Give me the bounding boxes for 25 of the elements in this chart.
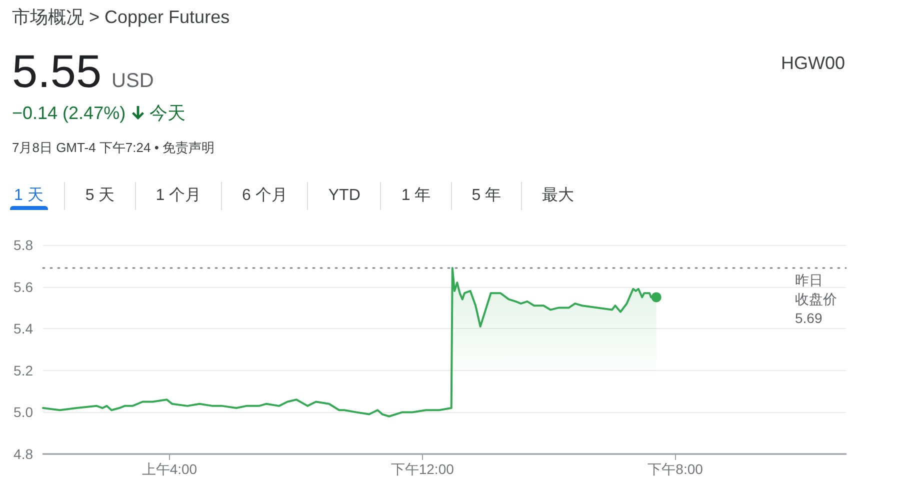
text: 5 年 [450, 182, 522, 210]
y-tick-label: 5.2 [14, 362, 34, 378]
x-tick-label: 下午8:00 [648, 461, 704, 477]
ref-line-label: 昨日收盘价 5.69 [795, 270, 838, 328]
text: −0.14 (2.47%) [12, 103, 126, 123]
text: 最大 [521, 182, 594, 210]
y-tick-label: 5.8 [14, 237, 34, 253]
text: 今天 [150, 103, 186, 123]
text: 5.55 [12, 45, 102, 97]
y-tick-label: 4.8 [14, 446, 34, 462]
y-tick-label: 5.0 [14, 404, 34, 420]
chart-title: 市场概况 > Copper Futures [12, 7, 230, 27]
text: 7月8日 GMT-4 下午7:24 • 免责声明 [12, 140, 214, 155]
text: USD [112, 70, 154, 93]
text: 5 天 [64, 182, 135, 210]
y-tick-label: 5.4 [14, 320, 34, 337]
text: 1 个月 [134, 182, 222, 210]
x-tick-label: 下午12:00 [390, 461, 454, 477]
text: YTD [307, 182, 380, 210]
text: 1 天 [10, 182, 64, 210]
text: 1 年 [380, 182, 451, 210]
x-tick-label: 上午4:00 [142, 461, 198, 477]
y-tick-label: 5.6 [14, 278, 34, 295]
text: HGW00 [780, 53, 845, 73]
text: 6 个月 [221, 182, 308, 210]
